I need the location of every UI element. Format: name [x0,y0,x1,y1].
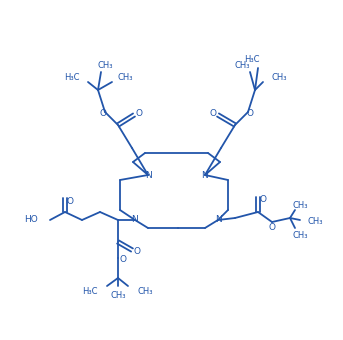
Text: CH₃: CH₃ [118,73,133,83]
Text: CH₃: CH₃ [234,61,250,69]
Text: N: N [215,216,221,224]
Text: N: N [202,170,209,180]
Text: CH₃: CH₃ [110,290,126,300]
Text: CH₃: CH₃ [97,61,113,69]
Text: O: O [260,195,267,204]
Text: CH₃: CH₃ [292,231,308,239]
Text: CH₃: CH₃ [292,201,308,209]
Text: O: O [210,108,216,118]
Text: H₃C: H₃C [245,55,260,65]
Text: HO: HO [24,216,38,224]
Text: O: O [269,222,275,232]
Text: O: O [67,197,73,205]
Text: N: N [132,216,138,224]
Text: O: O [99,109,106,119]
Text: CH₃: CH₃ [138,288,154,296]
Text: CH₃: CH₃ [308,218,323,226]
Text: O: O [135,108,142,118]
Text: H₃C: H₃C [83,288,98,296]
Text: N: N [145,170,151,180]
Text: CH₃: CH₃ [272,73,287,83]
Text: O: O [247,109,253,119]
Text: H₃C: H₃C [64,73,80,83]
Text: O: O [119,255,127,265]
Text: O: O [133,248,141,256]
